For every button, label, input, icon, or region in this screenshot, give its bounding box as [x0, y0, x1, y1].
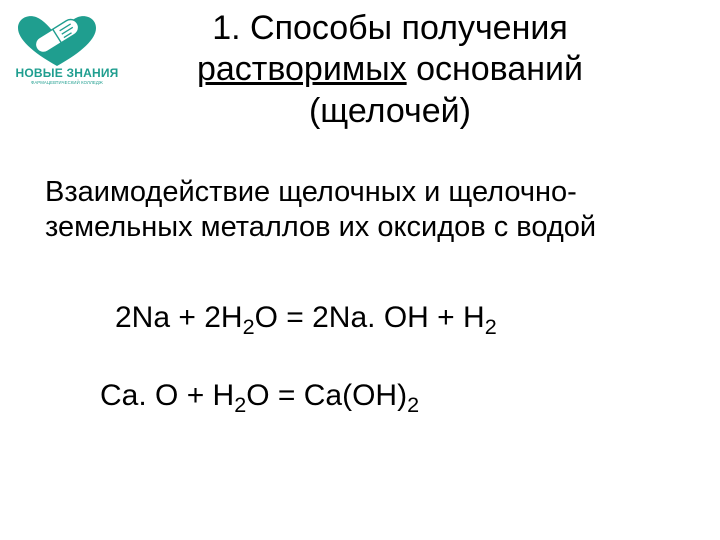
logo: НОВЫЕ ЗНАНИЯ ФАРМАЦЕВТИЧЕСКИЙ КОЛЛЕДЖ	[12, 14, 122, 104]
equation-2: Ca. O + H2O = Ca(OH)2	[100, 378, 675, 415]
equation-1-sub3: 2	[485, 314, 497, 339]
equation-1-part2: O = 2Na. OH + H	[255, 301, 485, 334]
logo-tagline: ФАРМАЦЕВТИЧЕСКИЙ КОЛЛЕДЖ	[12, 80, 122, 85]
title-line2-underlined: растворимых	[197, 50, 407, 88]
title-line1: 1. Способы получения	[212, 9, 568, 47]
description: Взаимодействие щелочных и щелочно- земел…	[45, 175, 675, 246]
description-line1: Взаимодействие щелочных и щелочно-	[45, 176, 577, 208]
equation-2-part2: O = Ca(OH)	[246, 379, 407, 412]
slide-title: 1. Способы получения растворимых основан…	[110, 8, 670, 132]
logo-brand-word1: НОВЫЕ	[16, 66, 63, 80]
equation-2-sub1: 2	[234, 392, 246, 417]
logo-mark-icon	[12, 14, 102, 68]
equation-2-sub3: 2	[407, 392, 419, 417]
title-line3: (щелочей)	[309, 92, 471, 130]
equation-1-part0: 2Na + 2H	[115, 301, 243, 334]
equation-2-part0: Ca. O + H	[100, 379, 234, 412]
description-line2: земельных металлов их оксидов с водой	[45, 211, 596, 243]
equation-1-sub1: 2	[243, 314, 255, 339]
logo-brand: НОВЫЕ ЗНАНИЯ	[12, 66, 122, 80]
title-line2-rest: оснований	[407, 50, 583, 88]
equation-1: 2Na + 2H2O = 2Na. OH + H2	[115, 300, 675, 337]
